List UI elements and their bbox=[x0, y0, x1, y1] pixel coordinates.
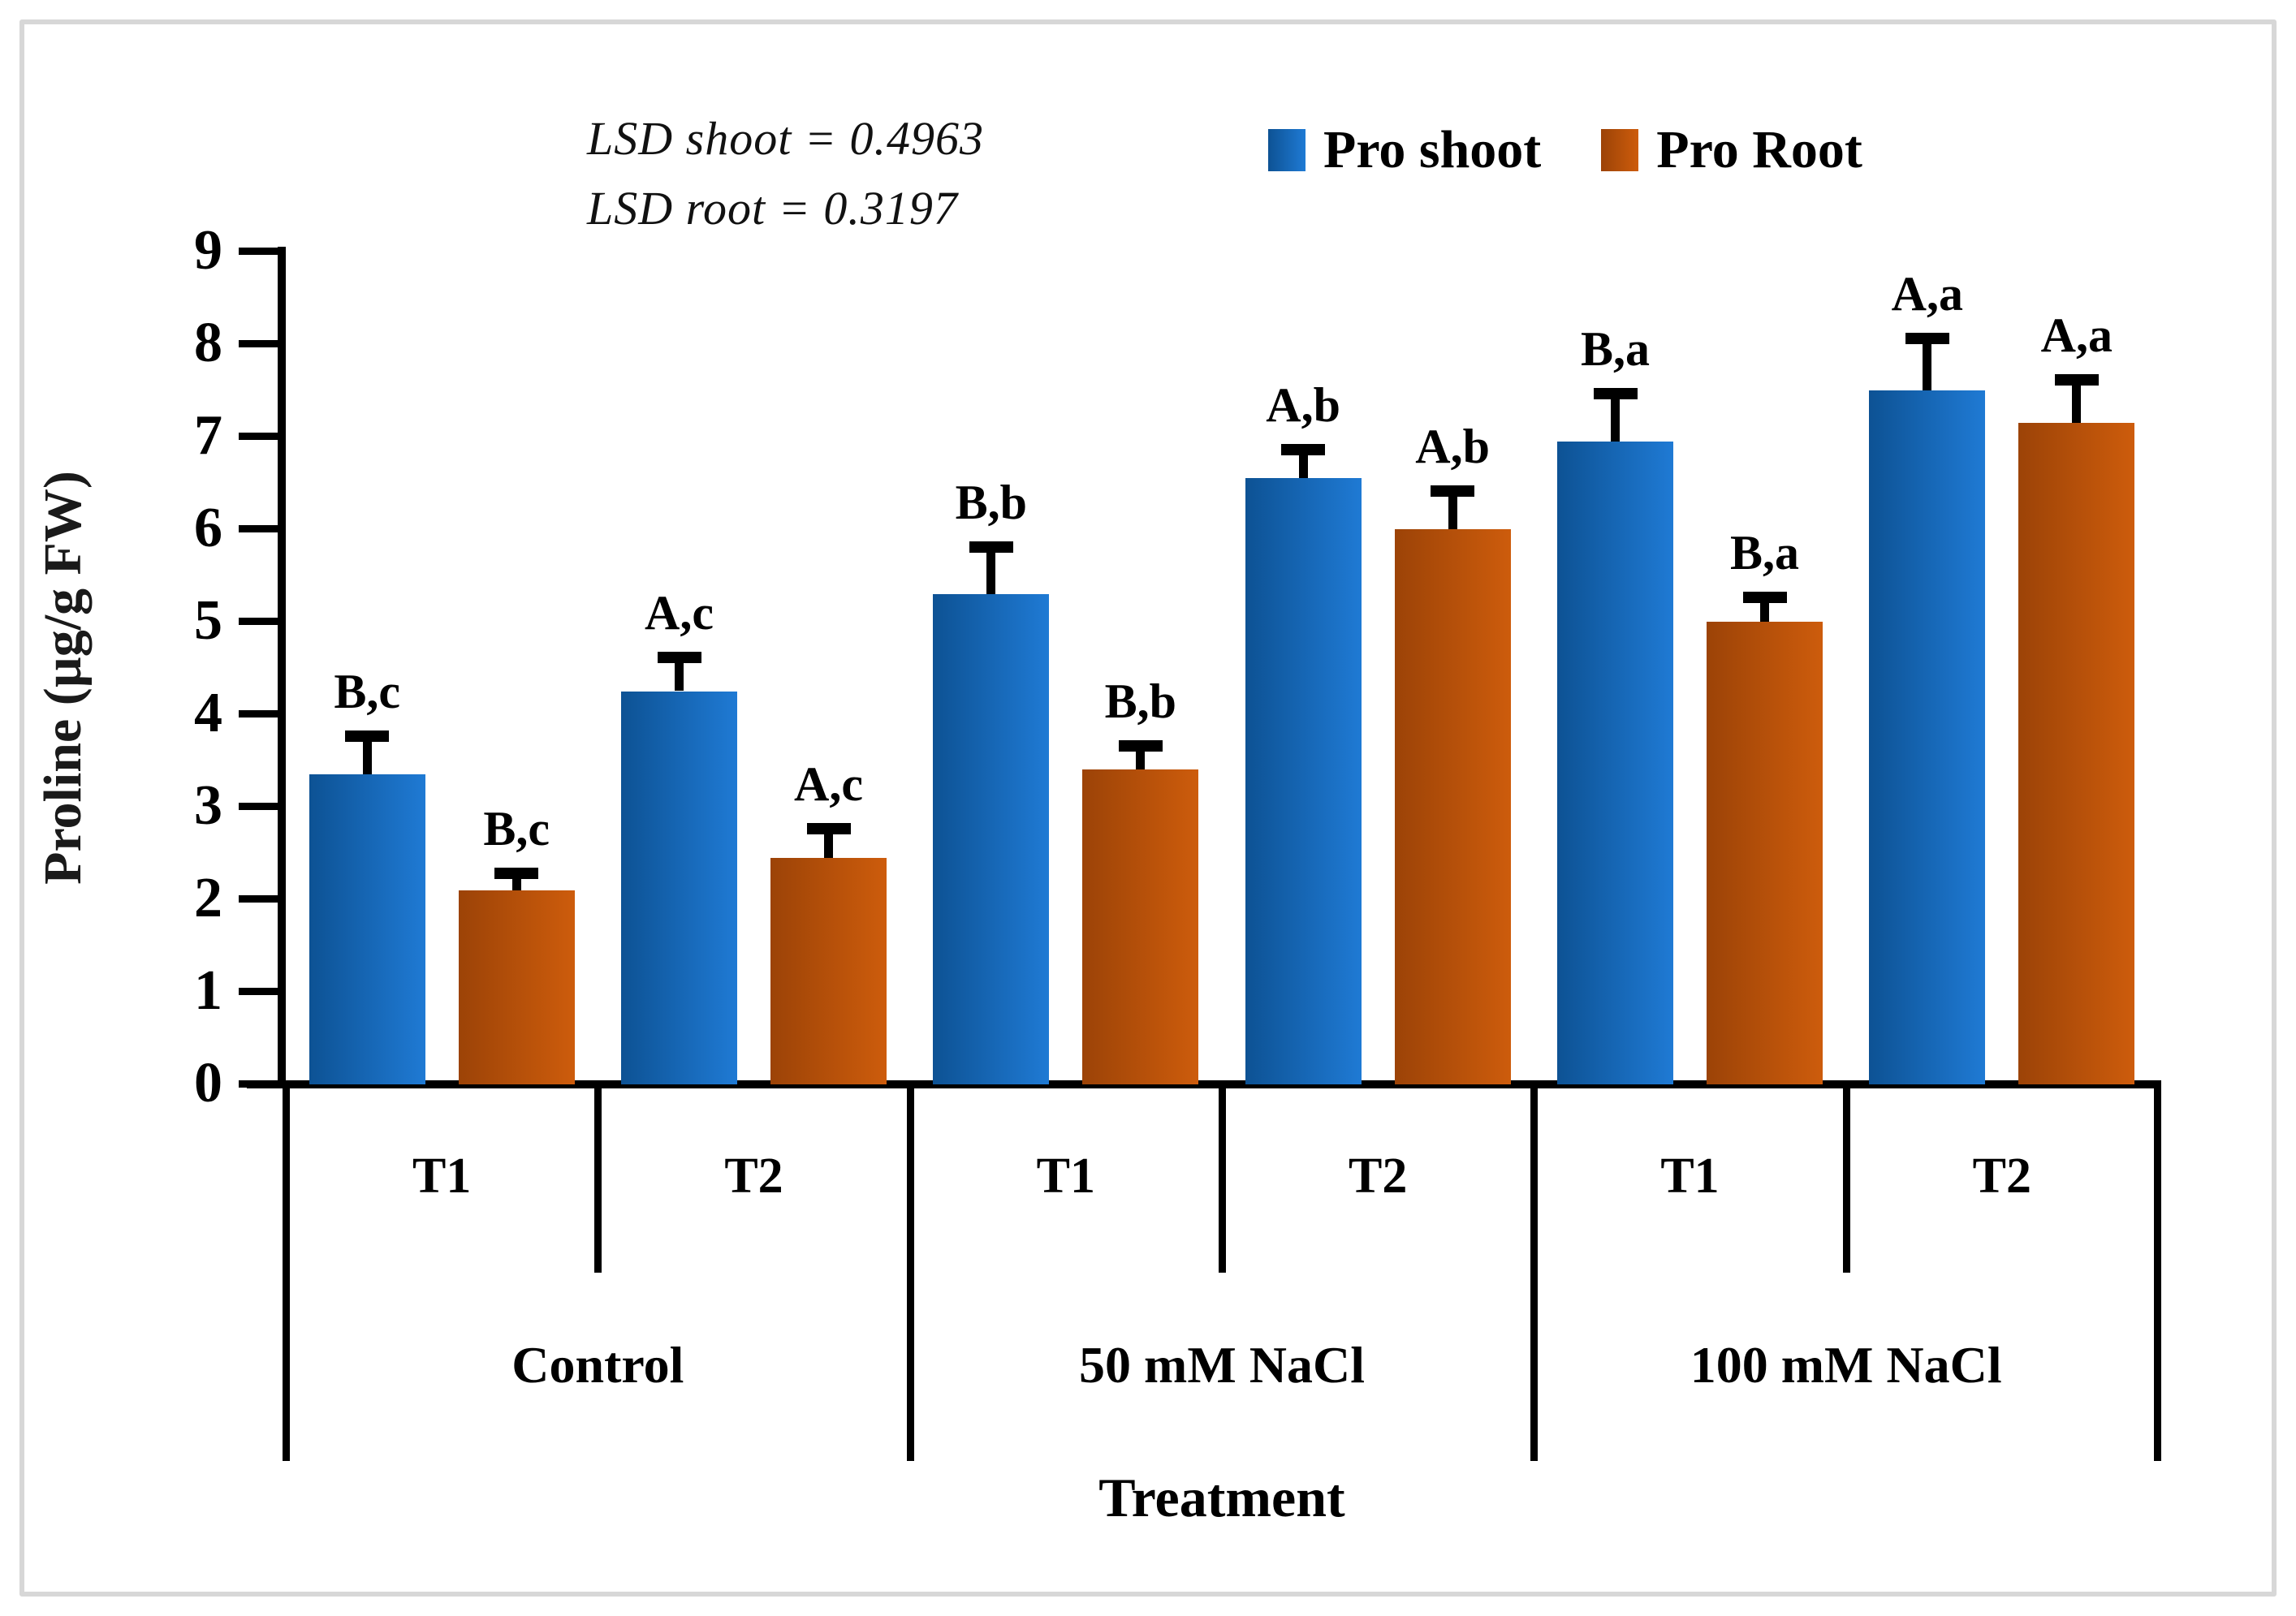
bar-pro-root-5 bbox=[2018, 422, 2135, 1084]
error-bar-cap bbox=[969, 541, 1013, 553]
orange-square-icon bbox=[1601, 129, 1639, 171]
blue-square-icon bbox=[1268, 129, 1306, 171]
sub-category-label: T1 bbox=[1660, 1148, 1720, 1204]
group-label: 100 mM NaCl bbox=[1690, 1336, 2002, 1394]
y-tick-label: 2 bbox=[194, 867, 222, 929]
error-bar-stem bbox=[824, 834, 833, 858]
y-tick-label: 3 bbox=[194, 774, 222, 837]
y-tick-label: 6 bbox=[194, 497, 222, 559]
sub-category-label: T1 bbox=[1036, 1148, 1095, 1204]
y-tick bbox=[239, 618, 278, 625]
bar-pro-shoot-5 bbox=[1869, 390, 1986, 1084]
legend: Pro shoot Pro Root bbox=[1268, 123, 1862, 177]
y-tick bbox=[239, 433, 278, 440]
error-bar-stem bbox=[1298, 455, 1308, 479]
y-axis-line bbox=[278, 247, 286, 1084]
bar-pro-shoot-4 bbox=[1557, 441, 1673, 1084]
sig-label: A,b bbox=[1266, 377, 1340, 432]
group-separator bbox=[1530, 1084, 1539, 1461]
sig-label: B,a bbox=[1729, 526, 1800, 580]
error-bar-stem bbox=[1136, 751, 1146, 770]
bar-pro-root-3 bbox=[1394, 529, 1511, 1084]
error-bar-stem bbox=[511, 878, 521, 890]
y-tick bbox=[239, 710, 278, 718]
bar-pro-shoot-1 bbox=[621, 691, 737, 1084]
lsd-shoot-text: LSD shoot = 0.4963 bbox=[587, 112, 984, 165]
lsd-root-text: LSD root = 0.3197 bbox=[587, 182, 958, 235]
y-tick-label: 0 bbox=[194, 1052, 222, 1114]
error-bar-cap bbox=[345, 730, 390, 743]
bar-pro-root-4 bbox=[1707, 622, 1823, 1084]
y-tick-label: 8 bbox=[194, 312, 222, 374]
legend-label-pro-root: Pro Root bbox=[1656, 120, 1862, 179]
error-bar-cap bbox=[1905, 333, 1949, 344]
y-tick bbox=[239, 803, 278, 810]
error-bar-cap bbox=[2054, 374, 2099, 386]
x-axis-line bbox=[247, 1080, 2161, 1088]
error-bar-cap bbox=[657, 652, 701, 664]
legend-item-pro-root: Pro Root bbox=[1601, 123, 1862, 177]
error-bar-stem bbox=[1448, 497, 1457, 529]
y-tick bbox=[239, 895, 278, 903]
y-tick-label: 9 bbox=[194, 219, 222, 282]
y-tick bbox=[239, 248, 278, 255]
group-separator bbox=[283, 1084, 290, 1461]
group-label: 50 mM NaCl bbox=[1079, 1336, 1365, 1394]
error-bar-cap bbox=[1431, 485, 1475, 498]
y-tick bbox=[239, 988, 278, 995]
error-bar-stem bbox=[986, 552, 996, 594]
error-bar-stem bbox=[1760, 603, 1769, 622]
legend-label-pro-shoot: Pro shoot bbox=[1323, 120, 1542, 179]
legend-item-pro-shoot: Pro shoot bbox=[1268, 123, 1541, 177]
sig-label: B,b bbox=[955, 475, 1028, 529]
y-tick-label: 7 bbox=[194, 404, 222, 467]
sig-label: B,c bbox=[334, 665, 400, 719]
sub-category-separator bbox=[1219, 1084, 1226, 1273]
sub-category-label: T1 bbox=[412, 1148, 472, 1204]
sig-label: A,b bbox=[1415, 420, 1490, 474]
error-bar-stem bbox=[1923, 344, 1932, 390]
y-tick-label: 5 bbox=[194, 589, 222, 652]
y-axis-title: Proline (µg/g FW) bbox=[33, 471, 93, 885]
error-bar-cap bbox=[494, 867, 539, 879]
bar-pro-root-2 bbox=[1082, 769, 1199, 1084]
error-bar-cap bbox=[1281, 443, 1326, 455]
bar-pro-shoot-2 bbox=[933, 593, 1050, 1084]
lsd-annotation: LSD shoot = 0.4963 LSD root = 0.3197 bbox=[587, 104, 984, 243]
error-bar-cap bbox=[1118, 739, 1163, 752]
sig-label: B,a bbox=[1580, 322, 1651, 377]
error-bar-stem bbox=[2072, 386, 2082, 423]
sig-label: A,c bbox=[645, 586, 714, 640]
bar-pro-shoot-0 bbox=[309, 774, 425, 1084]
error-bar-cap bbox=[1593, 388, 1638, 400]
bar-pro-root-0 bbox=[458, 890, 575, 1084]
error-bar-stem bbox=[1611, 399, 1620, 442]
error-bar-cap bbox=[1742, 592, 1787, 604]
error-bar-cap bbox=[806, 823, 851, 835]
y-tick-label: 1 bbox=[194, 959, 222, 1022]
sub-category-label: T2 bbox=[1972, 1148, 2031, 1204]
sig-label: B,c bbox=[483, 801, 550, 855]
y-tick bbox=[239, 340, 278, 347]
x-axis-title: Treatment bbox=[1098, 1467, 1345, 1528]
sig-label: A,c bbox=[794, 757, 863, 812]
sig-label: B,b bbox=[1104, 674, 1177, 728]
sig-label: A,a bbox=[1891, 267, 1963, 321]
sub-category-label: T2 bbox=[1348, 1148, 1408, 1204]
sig-label: A,a bbox=[2040, 308, 2113, 363]
group-separator bbox=[906, 1084, 914, 1461]
error-bar-stem bbox=[362, 742, 372, 775]
error-bar-stem bbox=[675, 663, 684, 692]
sub-category-separator bbox=[1842, 1084, 1850, 1273]
bar-pro-root-1 bbox=[770, 857, 887, 1084]
sub-category-label: T2 bbox=[724, 1148, 783, 1204]
group-label: Control bbox=[511, 1336, 684, 1394]
bar-pro-shoot-3 bbox=[1245, 478, 1362, 1084]
sub-category-separator bbox=[594, 1084, 602, 1273]
y-tick-label: 4 bbox=[194, 682, 222, 744]
y-tick bbox=[239, 525, 278, 532]
y-tick bbox=[239, 1080, 278, 1088]
group-separator bbox=[2154, 1084, 2161, 1461]
